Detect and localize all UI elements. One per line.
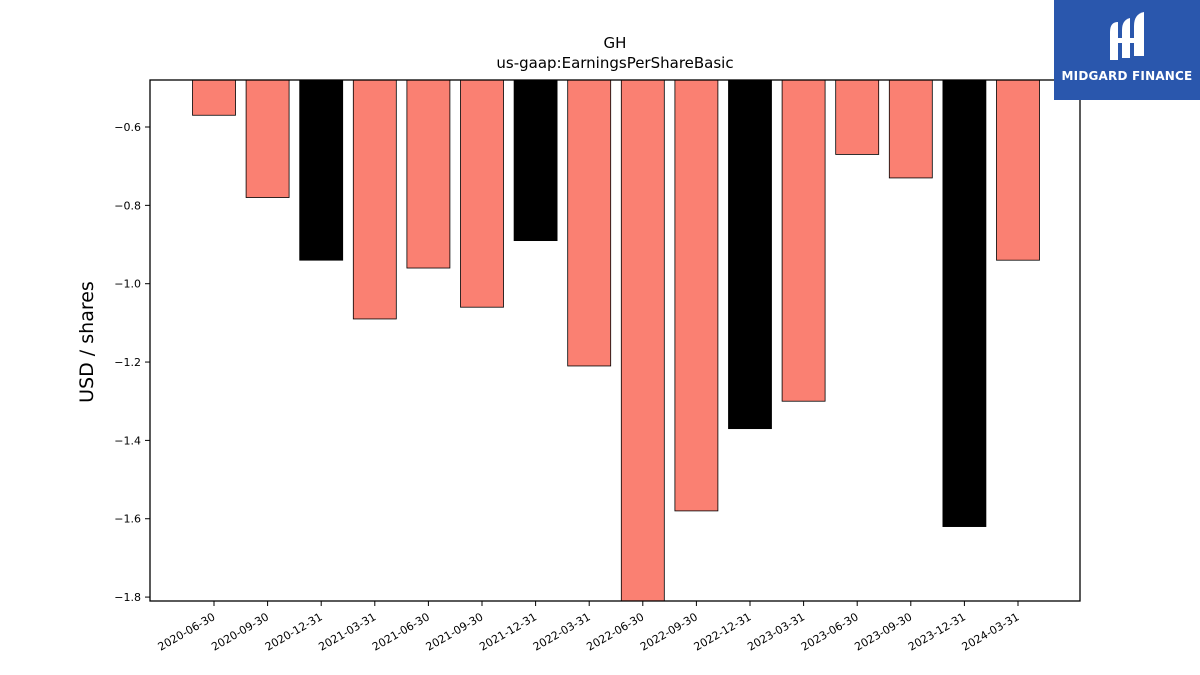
plot-frame (149, 79, 1081, 602)
y-tick-label: −1.8 (114, 591, 141, 604)
bar-2022-06-30 (620, 79, 665, 602)
x-tick-label: 2023-12-31 (906, 610, 968, 653)
bar-2020-09-30 (245, 79, 290, 198)
y-tick-label: −1.6 (114, 513, 141, 526)
axes (149, 79, 1081, 602)
bar-2021-03-31 (352, 79, 397, 320)
bar-2024-03-31 (996, 79, 1040, 261)
midgard-logo-icon (1110, 12, 1144, 60)
y-tick-label: −0.6 (114, 121, 141, 134)
x-tick-label: 2020-06-30 (156, 610, 218, 653)
x-tick-label: 2022-06-30 (584, 610, 646, 653)
x-tick-label: 2022-03-31 (531, 610, 593, 653)
bars (192, 79, 1040, 602)
bar-2021-06-30 (406, 79, 451, 269)
x-tick-label: 2021-12-31 (477, 610, 539, 653)
x-tick-label: 2022-09-30 (638, 610, 700, 653)
y-ticks: −0.6 −0.8 −1.0 −1.2 −1.4 −1.6 −1.8 (114, 121, 150, 604)
chart-subtitle: us-gaap:EarningsPerShareBasic (496, 54, 733, 72)
x-tick-label: 2024-03-31 (960, 610, 1022, 653)
bar-2022-09-30 (674, 79, 719, 512)
y-tick-label: −0.8 (114, 199, 141, 212)
brand-name: MIDGARD FINANCE (1061, 69, 1193, 83)
bar-2021-12-31 (513, 79, 558, 242)
x-tick-label: 2022-12-31 (692, 610, 754, 653)
y-tick-label: −1.0 (114, 278, 141, 291)
x-tick-label: 2023-03-31 (745, 610, 807, 653)
x-tick-label: 2023-09-30 (852, 610, 914, 653)
x-tick-label: 2023-06-30 (799, 610, 861, 653)
x-ticks: 2020-06-302020-09-302020-12-312021-03-31… (156, 601, 1022, 654)
x-tick-label: 2021-03-31 (316, 610, 378, 653)
bar-2021-09-30 (460, 79, 504, 308)
x-tick-label: 2021-06-30 (370, 610, 432, 653)
x-tick-label: 2021-09-30 (424, 610, 486, 653)
bar-2023-03-31 (781, 79, 826, 402)
y-tick-label: −1.4 (114, 434, 141, 447)
bar-2020-12-31 (299, 79, 344, 261)
y-tick-label: −1.2 (114, 356, 141, 369)
bar-2020-06-30 (192, 79, 236, 116)
brand-logo: MIDGARD FINANCE (1054, 0, 1200, 100)
bar-2022-03-31 (567, 79, 612, 367)
x-tick-label: 2020-09-30 (209, 610, 271, 653)
bar-2022-12-31 (728, 79, 772, 430)
x-tick-label: 2020-12-31 (263, 610, 325, 653)
bar-2023-09-30 (888, 79, 933, 179)
y-axis-label: USD / shares (76, 281, 98, 403)
bar-2023-06-30 (835, 79, 880, 155)
bar-2023-12-31 (942, 79, 987, 527)
chart-title: GH (604, 34, 627, 52)
